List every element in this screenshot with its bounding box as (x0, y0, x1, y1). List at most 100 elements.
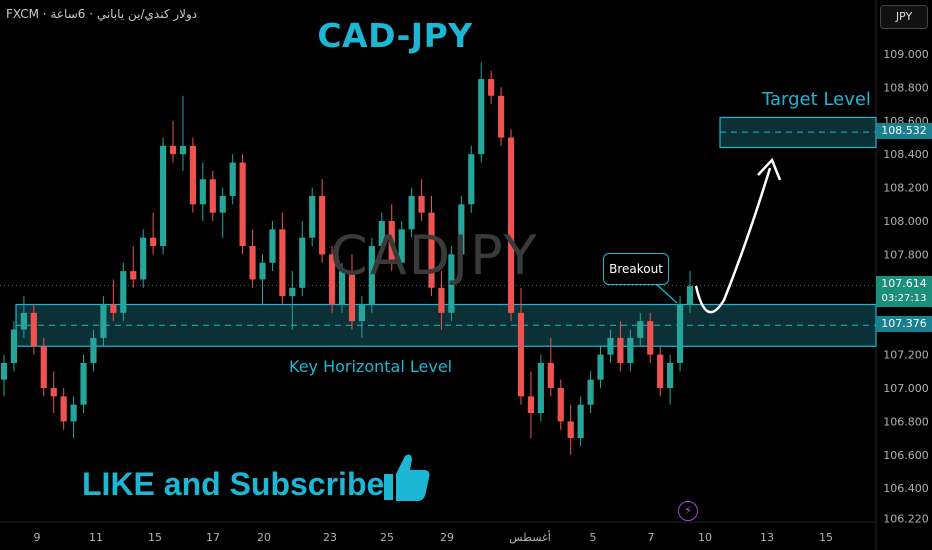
candle-body (527, 396, 535, 414)
candle-body (100, 304, 107, 338)
candle-body (507, 137, 515, 313)
candle-body (667, 362, 674, 388)
candle-body (468, 154, 475, 205)
candle-body (358, 304, 365, 322)
candle-body (159, 145, 167, 247)
candle-body (0, 362, 8, 380)
candle-body (348, 271, 356, 322)
bar-countdown-label: 03:27:13 (876, 291, 932, 307)
candle-body (637, 321, 644, 338)
candle-body (20, 312, 27, 330)
candle-body (70, 404, 77, 422)
x-tick-label: 23 (323, 531, 337, 544)
x-tick-label: 10 (698, 531, 712, 544)
candle-body (627, 337, 634, 363)
candle-body (279, 229, 286, 297)
y-tick-label: 106.800 (883, 415, 929, 428)
candle-body (617, 337, 624, 363)
x-tick-label: 11 (89, 531, 103, 544)
candle-body (169, 145, 177, 155)
candle-body (647, 321, 654, 355)
breakout-callout: Breakout (603, 253, 669, 285)
y-tick-label: 106.600 (883, 449, 929, 462)
candle-body (309, 195, 316, 238)
candle-body (428, 212, 435, 288)
candle-body (150, 237, 157, 247)
symbol-watermark: CADJPY (330, 224, 539, 287)
candle-body (10, 329, 18, 363)
y-tick-label: 107.000 (883, 382, 929, 395)
candle-body (329, 254, 336, 305)
x-tick-label: 9 (34, 531, 41, 544)
candle-body (478, 79, 485, 155)
candle-body (60, 396, 67, 422)
last-price-label: 107.614 (876, 276, 932, 292)
x-tick-label: 13 (760, 531, 774, 544)
candle-body (488, 79, 495, 96)
candle-body (30, 312, 37, 347)
candle-body (110, 304, 117, 313)
candle-body (577, 404, 584, 439)
symbol-header[interactable]: FXCM · دولار كندي/ين ياباني · 6ساعة (6, 7, 198, 21)
y-tick-label: 108.400 (883, 148, 929, 161)
candle-body (607, 337, 614, 355)
lightning-icon[interactable]: ⚡ (678, 501, 698, 521)
candle-body (547, 362, 554, 388)
x-tick-label: 5 (590, 531, 597, 544)
candle-body (398, 229, 405, 263)
candle-body (418, 195, 425, 213)
candle-body (189, 145, 196, 205)
candle-body (120, 271, 127, 313)
x-tick-label: 15 (819, 531, 833, 544)
candle-body (567, 421, 574, 439)
candle-body (50, 388, 57, 397)
candle-body (657, 354, 664, 388)
key-level-label: Key Horizontal Level (289, 357, 453, 376)
y-tick-label: 108.000 (883, 215, 929, 228)
candle-body (597, 354, 604, 380)
candle-body (438, 287, 445, 313)
candle-body (80, 362, 87, 405)
candle-body (289, 287, 296, 297)
candle-body (259, 262, 266, 280)
candle-body (537, 362, 544, 414)
target-price-label: 108.532 (876, 123, 932, 139)
candle-body (269, 229, 276, 263)
candle-body (686, 286, 694, 305)
candle-body (179, 145, 187, 155)
candle-body (40, 346, 47, 388)
projection-arrow (694, 167, 772, 314)
target-level-label: Target Level (762, 89, 871, 110)
x-tick-label: 17 (206, 531, 220, 544)
y-tick-label: 108.200 (883, 182, 929, 195)
y-tick-label: 107.200 (883, 349, 929, 362)
candle-body (448, 254, 455, 313)
candle-body (587, 379, 594, 405)
currency-button[interactable]: JPY (880, 5, 928, 29)
thumbs-up-icon (384, 454, 430, 501)
candle-body (249, 246, 256, 280)
cta-text: LIKE and Subscribe (82, 466, 385, 502)
candle-body (458, 204, 465, 255)
candle-body (140, 237, 147, 280)
candle-body (557, 388, 564, 422)
candle-body (388, 221, 395, 263)
candle-body (199, 179, 206, 205)
x-tick-label: 25 (380, 531, 394, 544)
candle-body (498, 95, 505, 138)
candle-body (209, 179, 216, 213)
candle-body (130, 271, 137, 280)
x-tick-label: 20 (257, 531, 271, 544)
candle-body (90, 337, 97, 363)
candle-body (239, 162, 246, 247)
y-tick-label: 106.220 (883, 512, 929, 525)
projection-arrowhead (757, 157, 782, 181)
y-tick-label: 109.000 (883, 48, 929, 61)
y-tick-label: 108.800 (883, 81, 929, 94)
candle-body (338, 271, 346, 305)
candle-body (229, 162, 236, 196)
x-tick-label: 7 (648, 531, 655, 544)
x-tick-label: 15 (148, 531, 162, 544)
y-tick-label: 107.800 (883, 248, 929, 261)
